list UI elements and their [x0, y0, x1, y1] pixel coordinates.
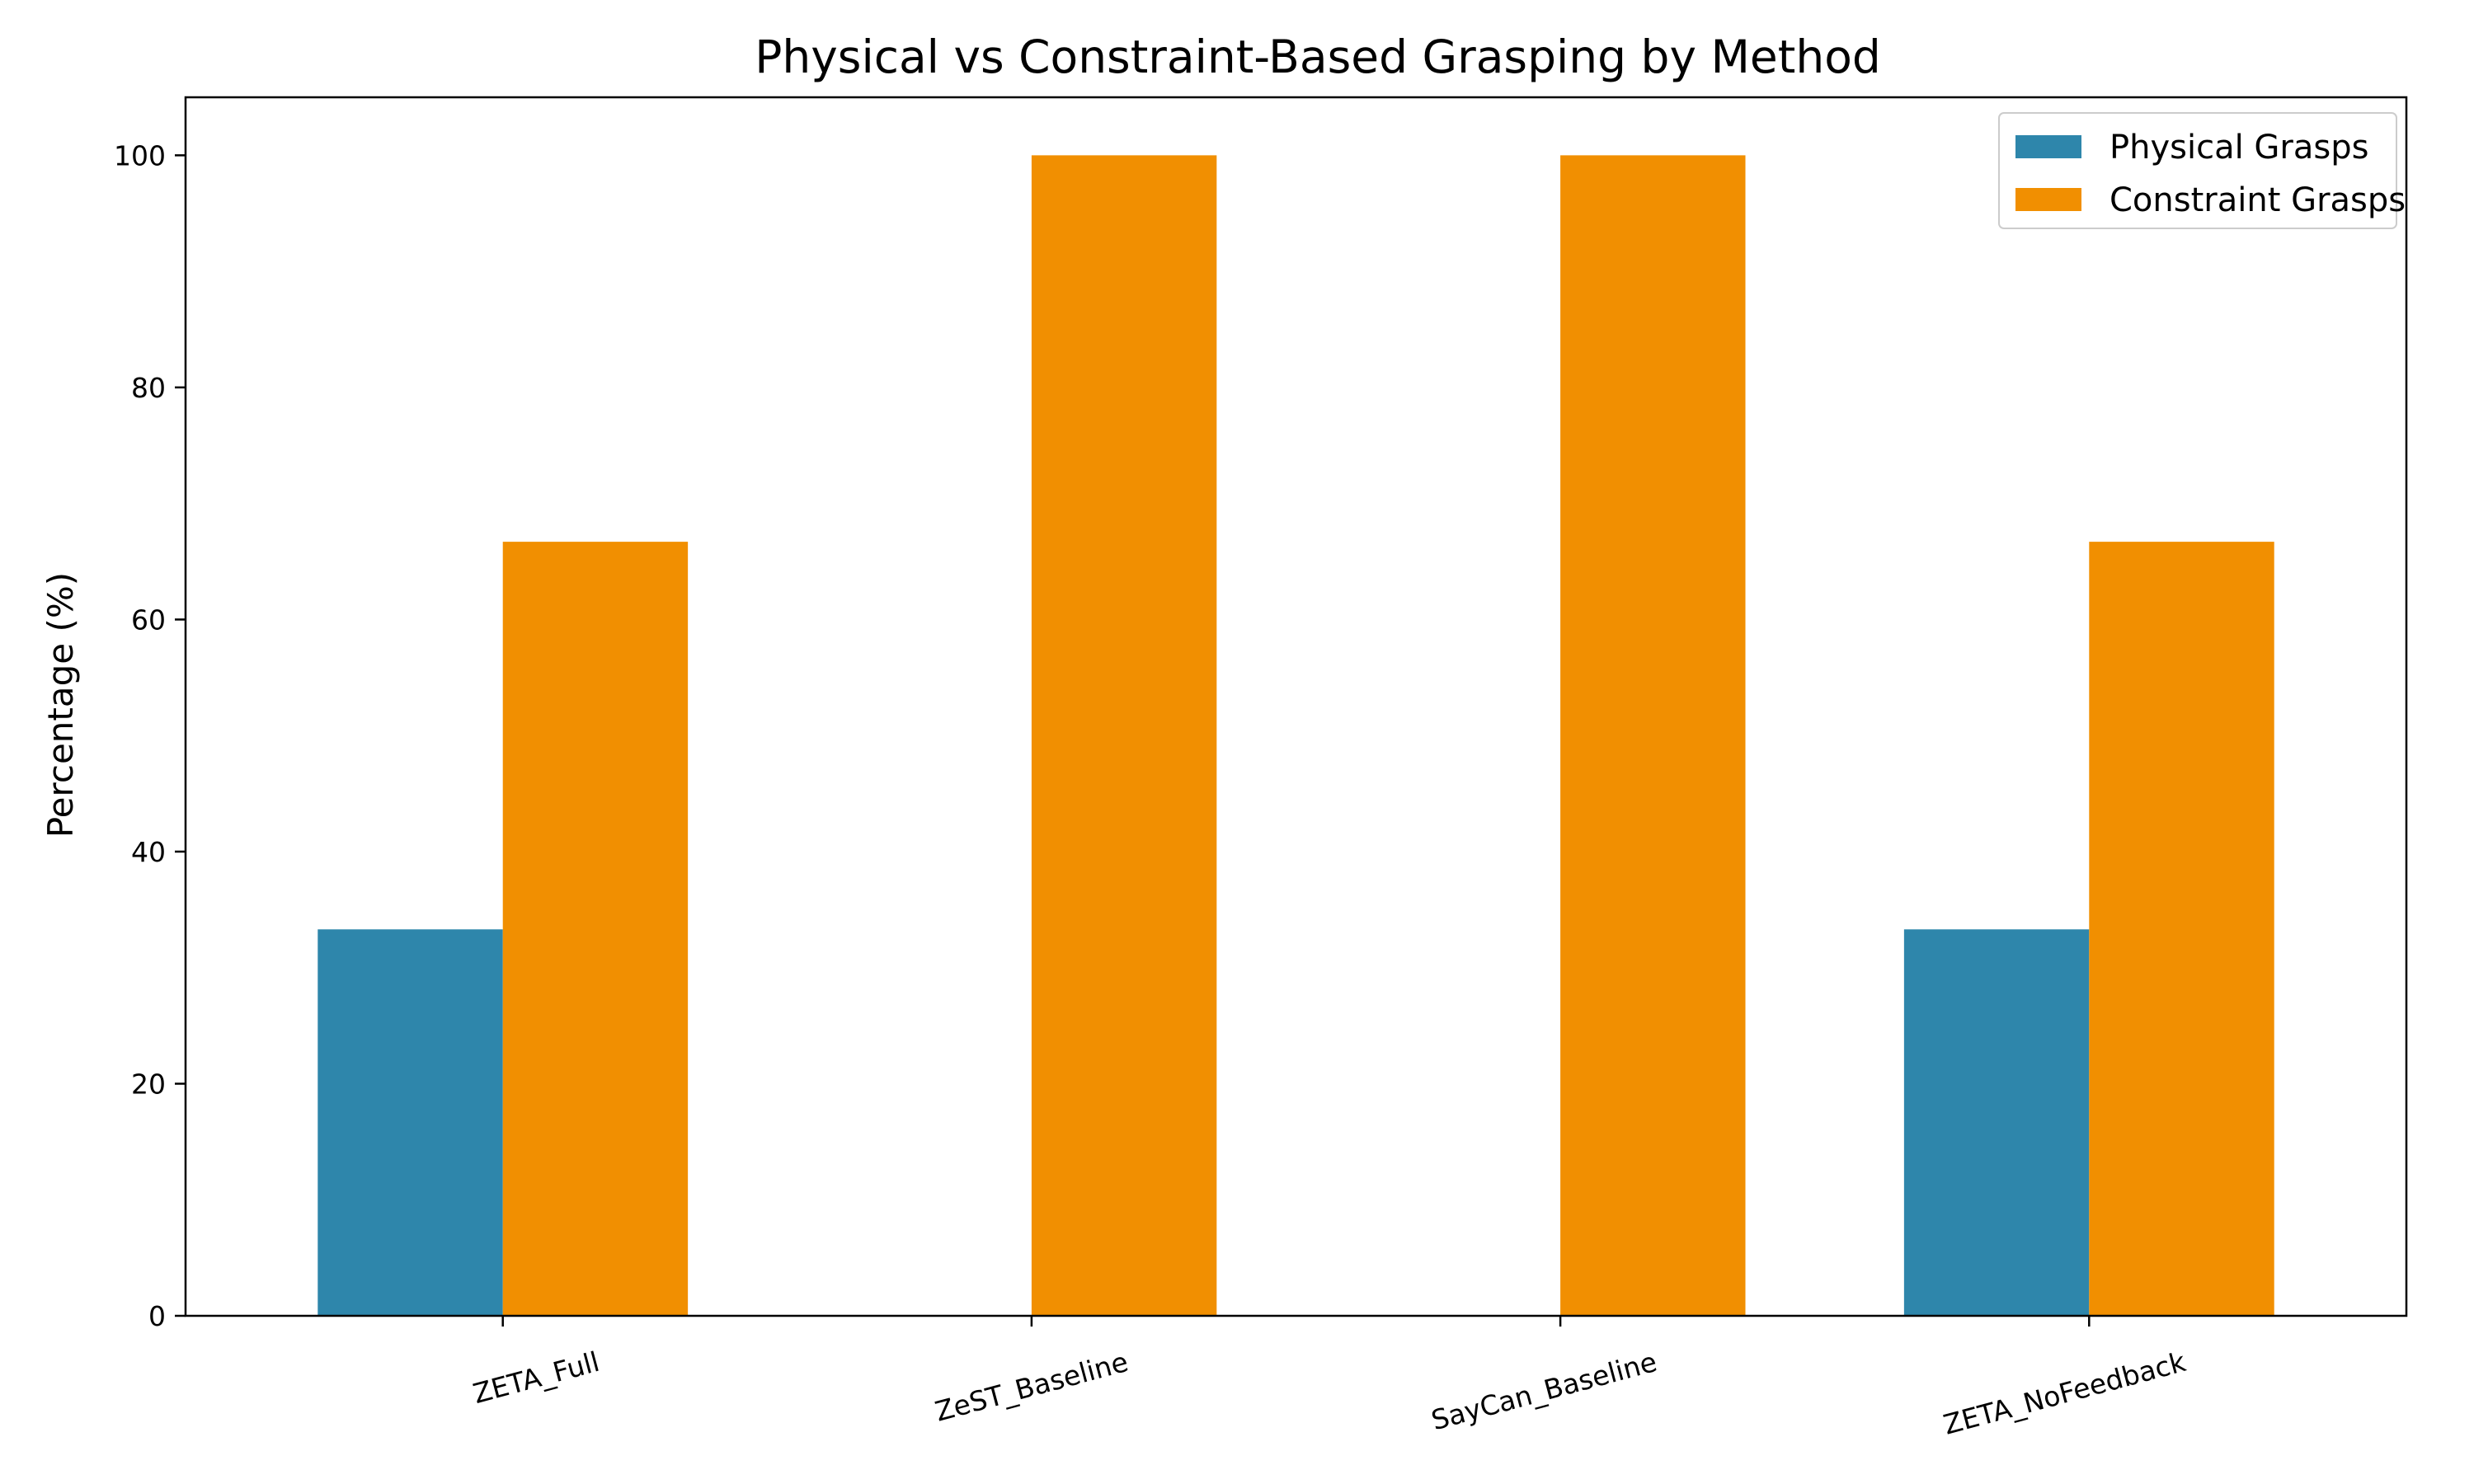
bar-constraint-grasps-saycan-baseline [1560, 155, 1746, 1316]
x-tick-label: ZeST_Baseline [932, 1345, 1131, 1428]
y-tick-label: 40 [131, 836, 166, 868]
bar-constraint-grasps-zest-baseline [1031, 155, 1217, 1316]
x-tick-label: SayCan_Baseline [1427, 1345, 1660, 1436]
plot-frame [184, 96, 2408, 1317]
bar-constraint-grasps-zeta-full [502, 542, 689, 1316]
y-tick-label: 20 [131, 1068, 166, 1100]
y-axis-label: Percentage (%) [40, 572, 81, 838]
y-tick-label: 100 [114, 139, 166, 171]
chart-title: Physical vs Constraint-Based Grasping by… [755, 31, 1881, 83]
y-tick-label: 80 [131, 372, 166, 404]
y-tick-label: 0 [148, 1300, 166, 1332]
legend-box [1998, 112, 2397, 229]
legend: Physical Grasps Constraint Grasps [1998, 112, 2406, 229]
legend-swatch-physical-grasps [2015, 135, 2081, 158]
legend-swatch-constraint-grasps [2015, 188, 2081, 211]
bar-constraint-grasps-zeta-nofeedback [2089, 542, 2274, 1316]
legend-label-constraint-grasps: Constraint Grasps [2109, 181, 2406, 219]
x-tick-label: ZETA_Full [470, 1345, 603, 1410]
bar-physical-grasps-zeta-nofeedback [1903, 929, 2090, 1316]
x-tick-label: ZETA_NoFeedback [1940, 1345, 2189, 1441]
bar-physical-grasps-zeta-full [317, 929, 503, 1316]
bars-layer [317, 155, 2274, 1316]
y-tick-label: 60 [131, 603, 166, 636]
legend-label-physical-grasps: Physical Grasps [2109, 129, 2368, 167]
